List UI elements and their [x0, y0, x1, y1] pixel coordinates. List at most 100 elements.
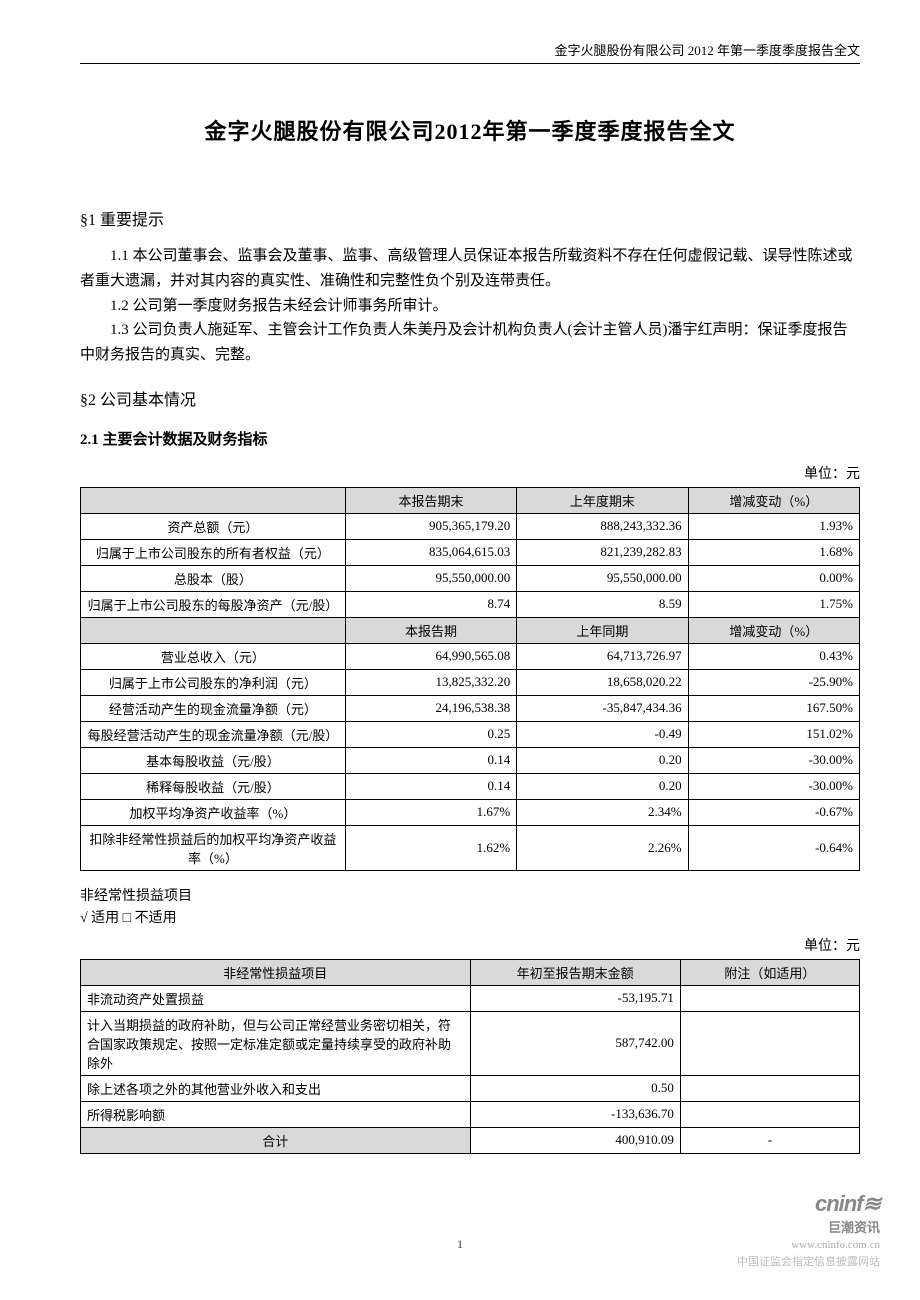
table-header-row: 非经常性损益项目 年初至报告期末金额 附注（如适用） — [81, 959, 860, 985]
cell: 151.02% — [688, 721, 859, 747]
nonrecurring-table: 非经常性损益项目 年初至报告期末金额 附注（如适用） 非流动资产处置损益 -53… — [80, 959, 860, 1154]
table-total-row: 合计 400,910.09 - — [81, 1127, 860, 1153]
table-row: 加权平均净资产收益率（%） 1.67% 2.34% -0.67% — [81, 799, 860, 825]
logo-text: cninf — [815, 1191, 863, 1216]
cell: 8.59 — [517, 591, 688, 617]
col-change-2: 增减变动（%） — [688, 617, 859, 643]
col-current-end: 本报告期末 — [345, 487, 516, 513]
table-row: 非流动资产处置损益 -53,195.71 — [81, 985, 860, 1011]
col-prev-period: 上年同期 — [517, 617, 688, 643]
cell: -30.00% — [688, 773, 859, 799]
cell: -0.67% — [688, 799, 859, 825]
cell: -0.49 — [517, 721, 688, 747]
cell: 0.50 — [470, 1075, 680, 1101]
table-row: 归属于上市公司股东的所有者权益（元） 835,064,615.03 821,23… — [81, 539, 860, 565]
cell: 64,990,565.08 — [345, 643, 516, 669]
cell: 1.93% — [688, 513, 859, 539]
cell: -30.00% — [688, 747, 859, 773]
table-row: 计入当期损益的政府补助，但与公司正常经营业务密切相关，符合国家政策规定、按照一定… — [81, 1011, 860, 1075]
cell: 18,658,020.22 — [517, 669, 688, 695]
cell: 95,550,000.00 — [517, 565, 688, 591]
row-label: 总股本（股） — [81, 565, 346, 591]
total-label: 合计 — [81, 1127, 471, 1153]
col-change: 增减变动（%） — [688, 487, 859, 513]
row-label: 归属于上市公司股东的每股净资产（元/股） — [81, 591, 346, 617]
row-label: 除上述各项之外的其他营业外收入和支出 — [81, 1075, 471, 1101]
cell: 95,550,000.00 — [345, 565, 516, 591]
row-label: 非流动资产处置损益 — [81, 985, 471, 1011]
section-1-heading: §1 重要提示 — [80, 206, 860, 230]
table-row: 资产总额（元） 905,365,179.20 888,243,332.36 1.… — [81, 513, 860, 539]
table-row: 总股本（股） 95,550,000.00 95,550,000.00 0.00% — [81, 565, 860, 591]
table-header-row: 本报告期末 上年度期末 增减变动（%） — [81, 487, 860, 513]
cell: 0.25 — [345, 721, 516, 747]
document-title: 金字火腿股份有限公司2012年第一季度季度报告全文 — [80, 114, 860, 146]
cell: 64,713,726.97 — [517, 643, 688, 669]
cell: 0.43% — [688, 643, 859, 669]
col-note: 附注（如适用） — [680, 959, 859, 985]
cell: 0.20 — [517, 747, 688, 773]
nonrecurring-title: 非经常性损益项目 — [80, 885, 860, 905]
table-row: 扣除非经常性损益后的加权平均净资产收益率（%） 1.62% 2.26% -0.6… — [81, 825, 860, 870]
cell: 0.20 — [517, 773, 688, 799]
col-item: 非经常性损益项目 — [81, 959, 471, 985]
row-label: 经营活动产生的现金流量净额（元） — [81, 695, 346, 721]
running-head: 金字火腿股份有限公司 2012 年第一季度季度报告全文 — [80, 40, 860, 64]
table-row: 归属于上市公司股东的净利润（元） 13,825,332.20 18,658,02… — [81, 669, 860, 695]
unit-label-1: 单位：元 — [80, 463, 860, 483]
footer-logo: cninf≋ 巨潮资讯 www.cninfo.com.cn 中国证监会指定信息披… — [737, 1191, 880, 1270]
logo-url: www.cninfo.com.cn — [791, 1239, 880, 1251]
cell: 24,196,538.38 — [345, 695, 516, 721]
col-blank — [81, 487, 346, 513]
cell: 888,243,332.36 — [517, 513, 688, 539]
table-row: 归属于上市公司股东的每股净资产（元/股） 8.74 8.59 1.75% — [81, 591, 860, 617]
cell: -25.90% — [688, 669, 859, 695]
row-label: 加权平均净资产收益率（%） — [81, 799, 346, 825]
row-label: 资产总额（元） — [81, 513, 346, 539]
section-2-1-heading: 2.1 主要会计数据及财务指标 — [80, 428, 860, 449]
row-label: 基本每股收益（元/股） — [81, 747, 346, 773]
section-2-heading: §2 公司基本情况 — [80, 386, 860, 410]
document-page: 金字火腿股份有限公司 2012 年第一季度季度报告全文 金字火腿股份有限公司20… — [0, 0, 920, 1300]
cell — [680, 1101, 859, 1127]
para-1-3: 1.3 公司负责人施延军、主管会计工作负责人朱美丹及会计机构负责人(会计主管人员… — [80, 318, 860, 368]
row-label: 归属于上市公司股东的净利润（元） — [81, 669, 346, 695]
table-header-row-2: 本报告期 上年同期 增减变动（%） — [81, 617, 860, 643]
cell: 2.34% — [517, 799, 688, 825]
cell: 1.68% — [688, 539, 859, 565]
cell: 1.62% — [345, 825, 516, 870]
cell: -53,195.71 — [470, 985, 680, 1011]
cell: -0.64% — [688, 825, 859, 870]
cell: 835,064,615.03 — [345, 539, 516, 565]
cell: 0.00% — [688, 565, 859, 591]
applicable-checkbox: √ 适用 □ 不适用 — [80, 907, 860, 927]
col-prev-end: 上年度期末 — [517, 487, 688, 513]
table-row: 基本每股收益（元/股） 0.14 0.20 -30.00% — [81, 747, 860, 773]
para-1-2: 1.2 公司第一季度财务报告未经会计师事务所审计。 — [80, 294, 860, 319]
logo-swoosh-icon: ≋ — [863, 1191, 880, 1216]
row-label: 每股经营活动产生的现金流量净额（元/股） — [81, 721, 346, 747]
cell: 1.67% — [345, 799, 516, 825]
row-label: 所得税影响额 — [81, 1101, 471, 1127]
section-1-body: 1.1 本公司董事会、监事会及董事、监事、高级管理人员保证本报告所载资料不存在任… — [80, 244, 860, 368]
cell: 587,742.00 — [470, 1011, 680, 1075]
logo-tagline: 中国证监会指定信息披露网站 — [737, 1256, 880, 1268]
cell: 13,825,332.20 — [345, 669, 516, 695]
cell: 8.74 — [345, 591, 516, 617]
cell: 0.14 — [345, 773, 516, 799]
cell: 905,365,179.20 — [345, 513, 516, 539]
col-blank-2 — [81, 617, 346, 643]
cell: 0.14 — [345, 747, 516, 773]
para-1-1: 1.1 本公司董事会、监事会及董事、监事、高级管理人员保证本报告所载资料不存在任… — [80, 244, 860, 294]
table-row: 营业总收入（元） 64,990,565.08 64,713,726.97 0.4… — [81, 643, 860, 669]
total-note: - — [680, 1127, 859, 1153]
total-amount: 400,910.09 — [470, 1127, 680, 1153]
row-label: 营业总收入（元） — [81, 643, 346, 669]
col-current-period: 本报告期 — [345, 617, 516, 643]
financial-indicators-table: 本报告期末 上年度期末 增减变动（%） 资产总额（元） 905,365,179.… — [80, 487, 860, 871]
cell — [680, 985, 859, 1011]
cell: -133,636.70 — [470, 1101, 680, 1127]
table-row: 所得税影响额 -133,636.70 — [81, 1101, 860, 1127]
table-row: 每股经营活动产生的现金流量净额（元/股） 0.25 -0.49 151.02% — [81, 721, 860, 747]
row-label: 扣除非经常性损益后的加权平均净资产收益率（%） — [81, 825, 346, 870]
